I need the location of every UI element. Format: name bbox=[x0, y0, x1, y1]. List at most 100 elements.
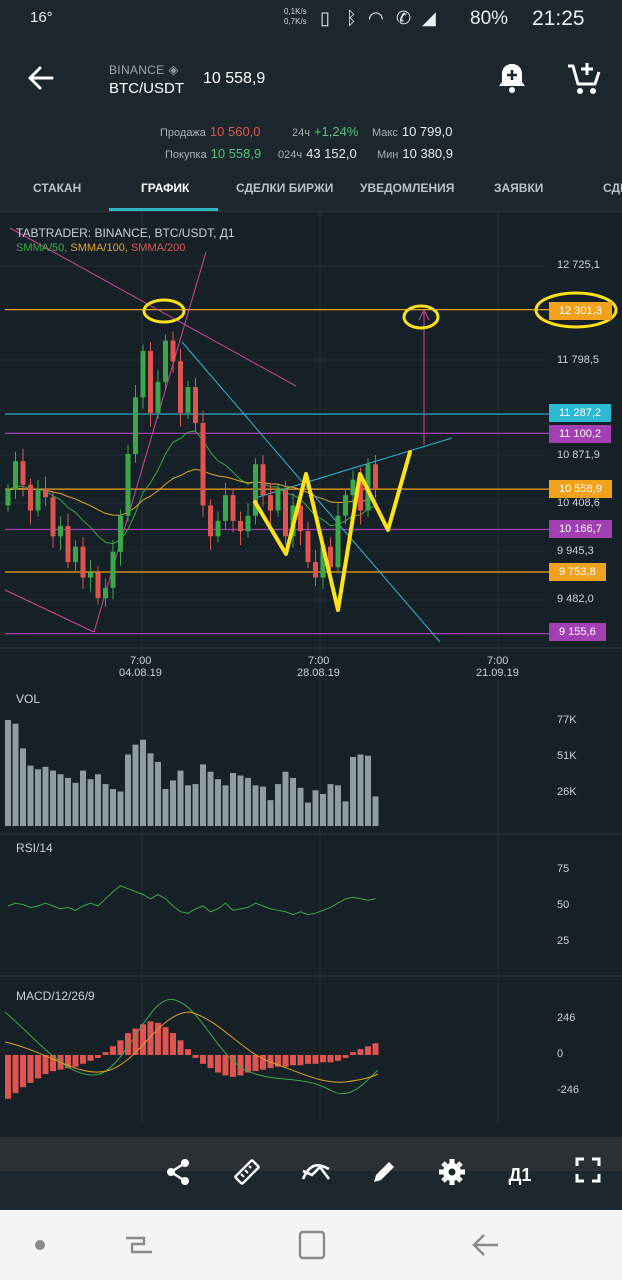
volume-bar bbox=[87, 779, 94, 826]
max-stat: Макс 10 799,0 bbox=[372, 124, 453, 139]
share-icon[interactable] bbox=[158, 1157, 198, 1193]
price-level-tag[interactable]: 9 155,6 bbox=[549, 623, 606, 641]
wifi-icon: ◠ bbox=[368, 8, 384, 28]
candle bbox=[50, 497, 56, 537]
candle bbox=[80, 546, 86, 578]
candle bbox=[260, 464, 266, 496]
volume-bar bbox=[132, 744, 139, 826]
tab-notifications[interactable]: УВЕДОМЛЕНИЯ bbox=[360, 181, 455, 195]
volume-bar bbox=[267, 800, 274, 826]
x-tick-date: 04.08.19 bbox=[119, 667, 162, 679]
macd-bar bbox=[27, 1055, 34, 1083]
timeframe-button[interactable]: Д1 bbox=[508, 1165, 532, 1185]
macd-bar bbox=[5, 1055, 11, 1099]
macd-bar bbox=[155, 1022, 161, 1055]
price-level-tag[interactable]: 10 558,9 bbox=[549, 480, 612, 498]
candle bbox=[305, 531, 311, 563]
volume-bar bbox=[252, 785, 259, 826]
macd-tick-label: 0 bbox=[557, 1048, 564, 1060]
volume-bar bbox=[222, 785, 229, 826]
candle bbox=[215, 520, 221, 537]
x-tick-date: 21.09.19 bbox=[476, 667, 519, 679]
candle bbox=[283, 490, 288, 537]
tab-chart[interactable]: ГРАФИК bbox=[141, 181, 190, 195]
macd-bar bbox=[275, 1055, 281, 1067]
cart-plus-icon[interactable] bbox=[564, 60, 604, 100]
candle bbox=[170, 340, 176, 362]
chart-area[interactable]: TABTRADER: BINANCE, BTC/USDT, Д1 SMMA/50… bbox=[0, 212, 622, 1137]
candle bbox=[320, 546, 326, 578]
fullscreen-icon[interactable] bbox=[568, 1157, 608, 1193]
price-level-tag[interactable]: 11 287,2 bbox=[549, 404, 612, 422]
trend-lines bbox=[4, 227, 453, 643]
macd-bar bbox=[125, 1033, 131, 1055]
macd-bar bbox=[320, 1055, 326, 1063]
price-levels bbox=[5, 309, 549, 635]
macd-bar bbox=[117, 1040, 124, 1055]
candle bbox=[88, 572, 93, 578]
macd-tick-label: 246 bbox=[557, 1012, 576, 1024]
macd-bar bbox=[357, 1049, 364, 1055]
tab-orderbook[interactable]: СТАКАН bbox=[33, 181, 82, 195]
volume-bar bbox=[282, 771, 289, 826]
volume-bar bbox=[140, 739, 146, 826]
candle bbox=[200, 423, 206, 506]
volume-bar bbox=[65, 777, 71, 826]
chart-canvas[interactable] bbox=[0, 212, 622, 1137]
x-tick-time: 7:00 bbox=[487, 655, 509, 667]
chart-grid bbox=[0, 212, 545, 1122]
volume-bar bbox=[260, 786, 266, 826]
macd-bar bbox=[252, 1055, 259, 1072]
back-nav-icon[interactable] bbox=[466, 1226, 506, 1264]
tab-trades[interactable]: СДЕЛКИ БИРЖИ bbox=[236, 181, 334, 195]
volume-bar bbox=[35, 769, 41, 826]
hand-drawing bbox=[142, 291, 618, 612]
volume-bar bbox=[42, 766, 49, 826]
rsi-tick-label: 75 bbox=[557, 863, 570, 875]
volume-bar bbox=[350, 756, 356, 826]
candle bbox=[43, 488, 48, 498]
dot-icon[interactable] bbox=[20, 1226, 60, 1264]
price-level-tag[interactable]: 9 753,8 bbox=[549, 563, 606, 581]
home-icon[interactable] bbox=[292, 1226, 332, 1264]
ruler-icon[interactable] bbox=[227, 1157, 267, 1193]
tab-more[interactable]: СДЕ bbox=[603, 181, 622, 195]
macd-bar bbox=[87, 1055, 94, 1061]
binance-logo-icon: ◈ bbox=[168, 62, 179, 77]
pencil-icon[interactable] bbox=[364, 1157, 404, 1193]
candles bbox=[5, 331, 378, 607]
price-tick-label: 11 798,5 bbox=[557, 354, 600, 366]
volume-bar bbox=[192, 784, 199, 826]
macd-line bbox=[4, 999, 379, 1095]
arrow-left-icon[interactable] bbox=[24, 60, 64, 100]
rsi-tick-label: 50 bbox=[557, 899, 570, 911]
gear-icon[interactable] bbox=[432, 1157, 472, 1193]
indicators-icon[interactable] bbox=[296, 1157, 336, 1193]
candle bbox=[223, 495, 228, 521]
macd-bar bbox=[20, 1055, 26, 1088]
volume-bar bbox=[95, 774, 101, 826]
bell-plus-icon[interactable] bbox=[492, 60, 532, 100]
volume-tick-label: 51K bbox=[557, 750, 577, 762]
trend-line-lower bbox=[4, 589, 95, 633]
rsi-line bbox=[7, 885, 376, 916]
macd-bar bbox=[297, 1055, 304, 1066]
smma100-label: SMMA/100 bbox=[70, 242, 125, 254]
candle bbox=[133, 397, 138, 454]
volume-bars bbox=[5, 720, 379, 826]
macd-bar bbox=[95, 1055, 101, 1058]
volume-bar bbox=[155, 761, 161, 826]
price-level-tag[interactable]: 11 100,2 bbox=[549, 425, 612, 443]
recent-apps-icon[interactable] bbox=[118, 1226, 158, 1264]
volume-bar bbox=[185, 785, 191, 826]
tab-orders[interactable]: ЗАЯВКИ bbox=[494, 181, 544, 195]
price-level-tag[interactable]: 10 166,7 bbox=[549, 520, 612, 538]
price-tick-label: 12 725,1 bbox=[557, 259, 600, 271]
app-header: BINANCE ◈ BTC/USDT 10 558,9 Продажа 10 560… bbox=[0, 38, 622, 172]
candle bbox=[178, 361, 183, 413]
price-level-tag[interactable]: 12 301,3 bbox=[549, 302, 612, 320]
volume-bar bbox=[5, 720, 11, 826]
tab-bar: СТАКАН ГРАФИК СДЕЛКИ БИРЖИ УВЕДОМЛЕНИЯ З… bbox=[0, 172, 622, 212]
candle bbox=[275, 490, 281, 511]
macd-bar bbox=[140, 1024, 146, 1055]
